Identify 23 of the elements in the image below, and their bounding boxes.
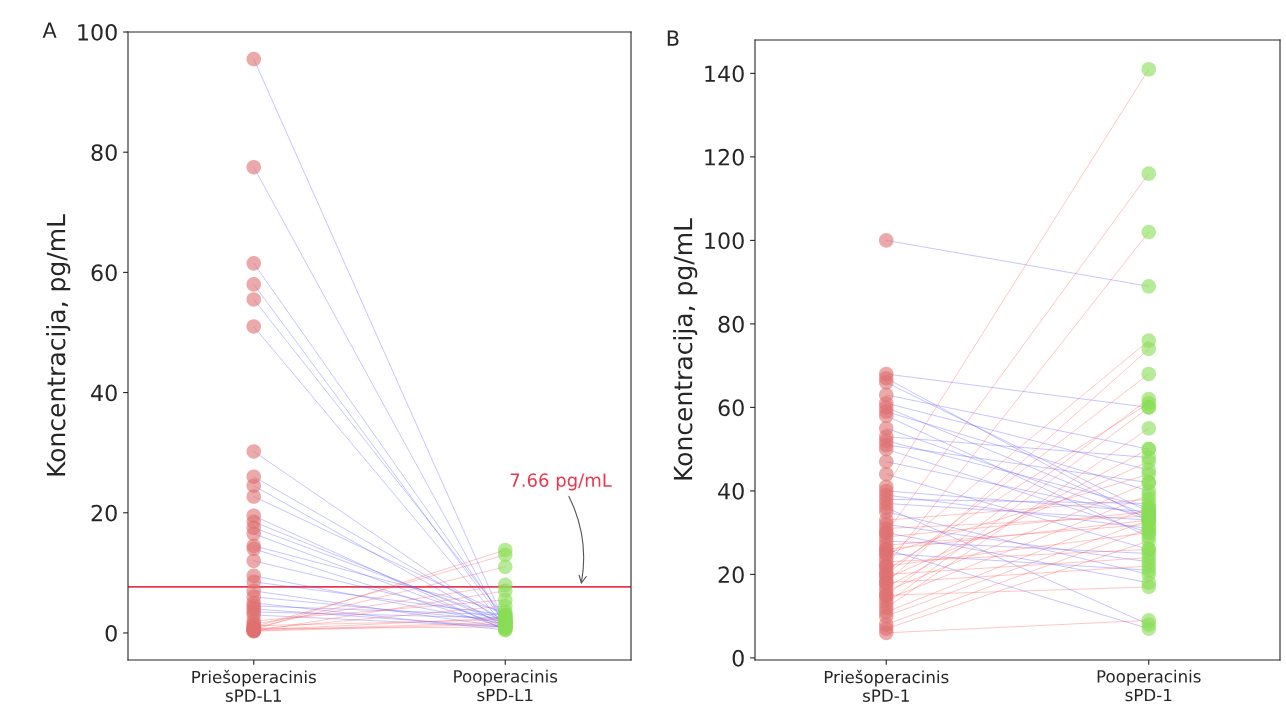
y-tick-label: 40	[91, 384, 117, 402]
ref-line-label: 7.66 pg/mL	[510, 473, 612, 491]
x-tick-label: Priešoperacinis sPD-1	[824, 669, 949, 702]
y-tick-label: 60	[718, 399, 744, 417]
y-tick-label: 80	[718, 315, 744, 333]
y-tick-label: 140	[705, 65, 744, 83]
x-tick-label: Priešoperacinis sPD-L1	[192, 669, 316, 702]
x-tick-label: Pooperacinis sPD-1	[1097, 669, 1201, 702]
y-tick-label: 20	[91, 504, 117, 522]
y-tick-label: 60	[91, 264, 117, 282]
y-tick-label: 100	[705, 232, 744, 250]
y-tick-label: 20	[718, 566, 744, 584]
y-tick-label: 40	[718, 482, 744, 500]
y-axis-title: Koncentracija, pg/mL	[46, 214, 71, 476]
y-tick-label: 80	[91, 144, 117, 161]
y-tick-label: 0	[105, 624, 117, 642]
chart-title: B	[667, 30, 679, 46]
y-tick-label: 120	[705, 148, 744, 166]
y-axis-title: Koncentracija, pg/mL	[673, 218, 698, 480]
y-tick-label: 100	[78, 23, 117, 41]
y-tick-label: 0	[732, 649, 744, 667]
x-tick-label: Pooperacinis sPD-L1	[454, 669, 558, 702]
chart-title: A	[42, 22, 57, 38]
